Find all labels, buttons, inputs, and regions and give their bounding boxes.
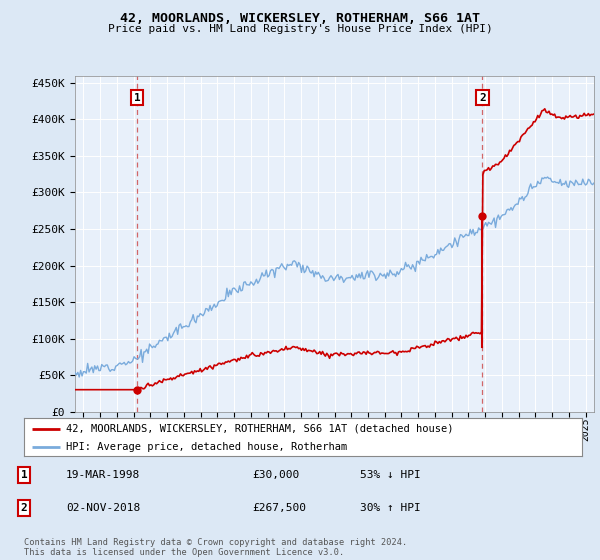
Text: 2: 2 bbox=[20, 503, 28, 513]
Text: 1: 1 bbox=[20, 470, 28, 480]
Text: 42, MOORLANDS, WICKERSLEY, ROTHERHAM, S66 1AT: 42, MOORLANDS, WICKERSLEY, ROTHERHAM, S6… bbox=[120, 12, 480, 25]
Text: £267,500: £267,500 bbox=[252, 503, 306, 513]
Text: Price paid vs. HM Land Registry's House Price Index (HPI): Price paid vs. HM Land Registry's House … bbox=[107, 24, 493, 34]
Text: £30,000: £30,000 bbox=[252, 470, 299, 480]
Text: HPI: Average price, detached house, Rotherham: HPI: Average price, detached house, Roth… bbox=[66, 442, 347, 452]
Text: 53% ↓ HPI: 53% ↓ HPI bbox=[360, 470, 421, 480]
Text: 19-MAR-1998: 19-MAR-1998 bbox=[66, 470, 140, 480]
Text: 30% ↑ HPI: 30% ↑ HPI bbox=[360, 503, 421, 513]
Text: 1: 1 bbox=[134, 92, 140, 102]
Text: 2: 2 bbox=[479, 92, 486, 102]
Text: 42, MOORLANDS, WICKERSLEY, ROTHERHAM, S66 1AT (detached house): 42, MOORLANDS, WICKERSLEY, ROTHERHAM, S6… bbox=[66, 424, 454, 434]
Text: Contains HM Land Registry data © Crown copyright and database right 2024.
This d: Contains HM Land Registry data © Crown c… bbox=[24, 538, 407, 557]
Text: 02-NOV-2018: 02-NOV-2018 bbox=[66, 503, 140, 513]
